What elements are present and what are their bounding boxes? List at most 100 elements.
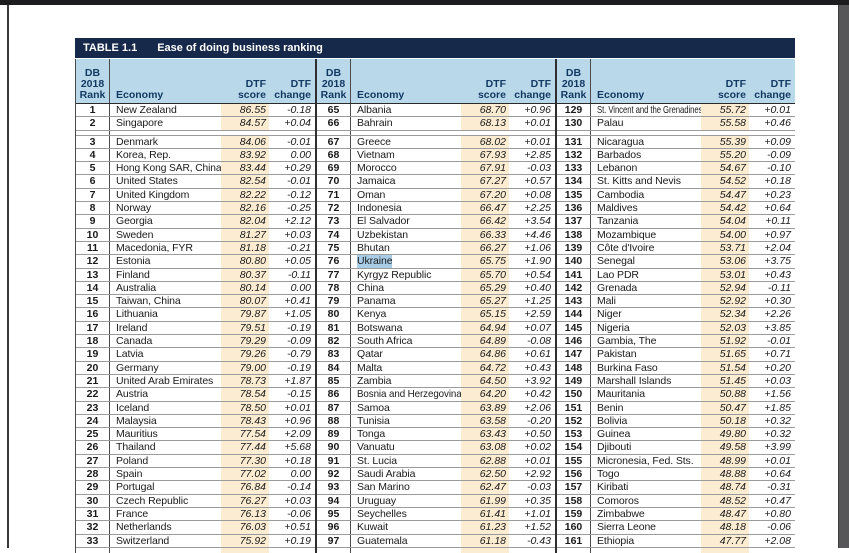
dtf-change-cell: -0.25 — [287, 202, 311, 215]
partial-row — [76, 547, 315, 553]
dtf-score-cell: 53.01 — [701, 268, 749, 281]
dtf-change-cell: +0.61 — [524, 348, 551, 361]
economy-cell: United Kingdom — [110, 189, 221, 201]
rank-cell: 154 — [557, 441, 591, 454]
economy-cell: Guatemala — [351, 535, 461, 547]
section-break-gap — [76, 130, 315, 136]
economy-cell — [110, 548, 221, 553]
table-row: 158 Comoros 48.52 +0.47 — [557, 494, 795, 508]
dtf-change-cell: +0.19 — [284, 534, 311, 547]
dtf-change-cell: +0.54 — [524, 268, 551, 281]
dtf-change-cell: -0.20 — [527, 414, 551, 427]
table-row: 132 Barbados 55.20 -0.09 — [557, 148, 795, 163]
economy-cell: Singapore — [110, 117, 221, 129]
economy-name: Morocco — [357, 162, 397, 175]
rank-cell: 135 — [557, 188, 591, 202]
table-row: 2 Singapore 84.57 +0.04 — [76, 117, 315, 131]
header-line: change — [274, 89, 311, 101]
rank-cell: 18 — [76, 335, 110, 348]
economy-cell: Norway — [110, 202, 221, 214]
economy-cell: Vietnam — [351, 149, 461, 161]
dtf-change-cell: +2.25 — [524, 202, 551, 215]
economy-cell: Morocco — [351, 162, 461, 174]
rank-cell: 20 — [76, 361, 110, 374]
rank-cell: 157 — [557, 481, 591, 494]
dtf-score-cell: 75.92 — [221, 534, 269, 547]
economy-name: Kiribati — [597, 481, 629, 494]
economy-name: Switzerland — [116, 534, 170, 547]
rank-cell: 73 — [317, 215, 351, 228]
dtf-change-cell: 0.00 — [290, 281, 311, 294]
economy-name: Senegal — [597, 255, 635, 268]
scrollbar-track[interactable] — [838, 0, 849, 548]
economy-cell — [351, 548, 461, 553]
table-row: 4 Korea, Rep. 83.92 0.00 — [76, 148, 315, 163]
economy-cell: France — [110, 508, 221, 520]
dtf-change-cell — [269, 548, 315, 553]
table-title: Ease of doing business ranking — [157, 42, 323, 54]
economy-name: Greece — [357, 135, 391, 148]
rank-cell: 85 — [317, 374, 351, 388]
dtf-score-cell: 54.04 — [701, 215, 749, 228]
dtf-score-cell: 65.15 — [461, 308, 509, 321]
economy-name: Pakistan — [597, 348, 637, 361]
table-row: 79 Panama 65.27 +1.25 — [317, 295, 555, 309]
table-row: 25 Mauritius 77.54 +2.09 — [76, 428, 315, 442]
dtf-score-cell: 64.20 — [461, 388, 509, 401]
table-row: 86 Bosnia and Herzegovina 64.20 +0.42 — [317, 388, 555, 402]
table-row: 131 Nicaragua 55.39 +0.09 — [557, 135, 795, 149]
table-row: 90 Vanuatu 63.08 +0.02 — [317, 441, 555, 455]
economy-name: Poland — [116, 454, 149, 467]
economy-name: South Africa — [357, 335, 413, 348]
economy-name: Tanzania — [597, 215, 639, 228]
table-row: 71 Oman 67.20 +0.08 — [317, 188, 555, 203]
dtf-score-cell: 63.08 — [461, 441, 509, 454]
economy-cell: Bahrain — [351, 117, 461, 129]
header-line: 2018 — [321, 78, 346, 90]
table-row: 19 Latvia 79.26 -0.79 — [76, 348, 315, 362]
table-row: 78 China 65.29 +0.40 — [317, 281, 555, 296]
economy-cell: Tonga — [351, 428, 461, 440]
dtf-score-cell: 61.23 — [461, 521, 509, 534]
economy-name: Lithuania — [116, 308, 158, 321]
economy-cell: Ireland — [110, 322, 221, 334]
economy-cell: Tanzania — [591, 215, 701, 227]
economy-cell: Sweden — [110, 229, 221, 241]
dtf-change-cell: -0.15 — [287, 388, 311, 401]
economy-name: Guinea — [597, 428, 631, 441]
economy-cell: Bolivia — [591, 415, 701, 427]
selected-economy-name: Ukraine — [357, 255, 393, 268]
dtf-change-cell: +0.41 — [284, 295, 311, 308]
dtf-score-cell: 79.51 — [221, 321, 269, 335]
dtf-change-cell: +0.01 — [764, 454, 791, 467]
table-row: 81 Botswana 64.94 +0.07 — [317, 321, 555, 336]
dtf-change-cell: +1.56 — [764, 388, 791, 401]
economy-name: Ireland — [116, 321, 148, 334]
economy-name: Korea, Rep. — [116, 148, 171, 161]
dtf-score-cell: 63.58 — [461, 414, 509, 428]
table-row: 133 Lebanon 54.67 -0.10 — [557, 162, 795, 176]
header-dtf-change: DTF change — [509, 59, 555, 103]
economy-cell: Tunisia — [351, 415, 461, 427]
partial-row — [557, 547, 795, 553]
header-line: Rank — [320, 89, 347, 101]
rank-cell: 82 — [317, 335, 351, 348]
rank-cell: 95 — [317, 507, 351, 521]
dtf-score-cell: 48.99 — [701, 454, 749, 468]
table-row: 27 Poland 77.30 +0.18 — [76, 454, 315, 469]
economy-cell: Oman — [351, 189, 461, 201]
table-row: 77 Kyrgyz Republic 65.70 +0.54 — [317, 268, 555, 282]
economy-cell: Uzbekistan — [351, 229, 461, 241]
dtf-change-cell: -0.18 — [287, 104, 311, 116]
dtf-score-cell: 54.67 — [701, 162, 749, 175]
dtf-change-cell: -0.08 — [527, 335, 551, 348]
dtf-change-cell: +3.75 — [764, 255, 791, 268]
rank-cell: 72 — [317, 202, 351, 215]
dtf-change-cell: -0.09 — [287, 335, 311, 348]
dtf-score-cell — [701, 130, 749, 135]
economy-name: China — [357, 281, 384, 294]
economy-cell: Kyrgyz Republic — [351, 269, 461, 281]
economy-cell: Lebanon — [591, 162, 701, 174]
rank-cell: 21 — [76, 374, 110, 388]
dtf-score-cell: 67.93 — [461, 148, 509, 162]
